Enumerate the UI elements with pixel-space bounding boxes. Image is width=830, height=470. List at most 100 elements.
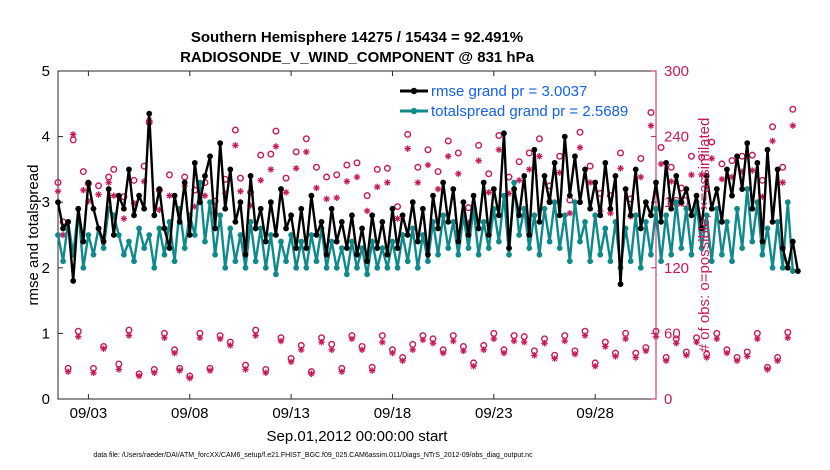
rmse-point [734, 153, 740, 160]
rmse-point [440, 179, 447, 186]
totalspread-point [227, 225, 234, 232]
rmse-point [217, 140, 224, 147]
totalspread-point [288, 232, 295, 238]
obs-assimilated-point [176, 367, 183, 374]
x-tick-label: 09/23 [475, 405, 513, 422]
rmse-point [784, 264, 791, 271]
obs-possible-point [323, 173, 331, 181]
obs-possible-point [404, 130, 412, 138]
obs-assimilated-point [541, 340, 548, 347]
chart-title-line1: Southern Hemisphere 14275 / 15434 = 92.4… [191, 29, 523, 46]
totalspread-point [556, 245, 563, 252]
totalspread-point [202, 238, 208, 245]
rmse-point [60, 225, 66, 232]
totalspread-point [425, 258, 431, 265]
rmse-point [658, 218, 664, 225]
rmse-point [759, 238, 766, 245]
rmse-point [577, 199, 583, 206]
rmse-point [212, 225, 219, 232]
totalspread-point [592, 212, 599, 219]
rmse-point [283, 225, 289, 232]
obs-possible-point [586, 162, 594, 170]
rmse-point [465, 232, 472, 238]
totalspread-point [480, 218, 487, 225]
rmse-point [430, 192, 436, 199]
rmse-point [572, 153, 578, 160]
totalspread-point [511, 179, 518, 186]
obs-possible-point [475, 141, 483, 149]
totalspread-point [181, 245, 188, 252]
obs-possible-point [343, 161, 351, 169]
rmse-point [176, 218, 183, 225]
obs-possible-point [302, 135, 310, 143]
totalspread-point [323, 264, 330, 271]
totalspread-point [343, 271, 350, 278]
obs-possible-point [784, 328, 792, 336]
obs-assimilated-point [399, 357, 406, 364]
obs-assimilated-point [389, 349, 396, 357]
rmse-point [749, 205, 756, 212]
obs-assimilated-point [369, 367, 376, 374]
rmse-point [688, 212, 695, 219]
obs-possible-point [708, 138, 716, 146]
rmse-point [480, 179, 487, 186]
rmse-point [693, 192, 700, 199]
rmse-point [718, 218, 725, 225]
obs-assimilated-point [196, 334, 204, 341]
totalspread-point [779, 264, 786, 271]
obs-assimilated-point [303, 148, 310, 156]
rmse-point [769, 218, 776, 225]
obs-assimilated-point [242, 366, 249, 373]
obs-possible-point [236, 174, 244, 182]
totalspread-point [455, 251, 462, 258]
obs-assimilated-point [257, 177, 264, 184]
totalspread-point [60, 258, 66, 265]
obs-assimilated-point [774, 357, 781, 364]
totalspread-point [572, 199, 578, 206]
rmse-point [490, 186, 497, 192]
rmse-point [126, 166, 132, 173]
totalspread-point [136, 225, 142, 232]
obs-assimilated-point [784, 334, 791, 341]
obs-assimilated-point [125, 332, 133, 339]
rmse-point [425, 251, 431, 258]
rmse-point [161, 225, 168, 232]
rmse-point [338, 218, 345, 225]
y-tick-label: 2 [42, 260, 50, 277]
rmse-point [607, 205, 614, 212]
obs-assimilated-point [495, 146, 503, 153]
obs-possible-point [698, 153, 706, 161]
obs-assimilated-point [64, 368, 72, 375]
rmse-point [323, 251, 330, 258]
rmse-point [242, 251, 249, 258]
obs-assimilated-point [201, 192, 209, 199]
obs-assimilated-point [313, 184, 320, 192]
obs-possible-point [353, 159, 361, 167]
totalspread-point [262, 264, 269, 271]
obs-assimilated-point [450, 337, 457, 345]
totalspread-point [146, 232, 153, 238]
obs-assimilated-point [531, 352, 538, 359]
totalspread-point [774, 218, 781, 225]
totalspread-point [546, 238, 553, 245]
rmse-point [526, 232, 533, 238]
totalspread-point [450, 218, 457, 225]
totalspread-point [409, 225, 416, 232]
obs-assimilated-point [723, 349, 731, 357]
obs-assimilated-point [693, 338, 700, 346]
rmse-point [445, 218, 452, 225]
y-right-tick-label: 0 [664, 391, 672, 408]
totalspread-point [303, 264, 310, 271]
totalspread-point [582, 218, 588, 225]
rmse-point [166, 245, 173, 252]
obs-assimilated-point [115, 366, 123, 373]
rmse-point [541, 173, 548, 179]
obs-assimilated-point [328, 346, 335, 353]
obs-possible-point [789, 105, 797, 113]
rmse-point [232, 218, 239, 225]
rmse-point [475, 225, 482, 232]
rmse-point [460, 199, 467, 206]
totalspread-point [764, 225, 771, 232]
totalspread-point [485, 245, 492, 252]
totalspread-point [683, 205, 690, 212]
